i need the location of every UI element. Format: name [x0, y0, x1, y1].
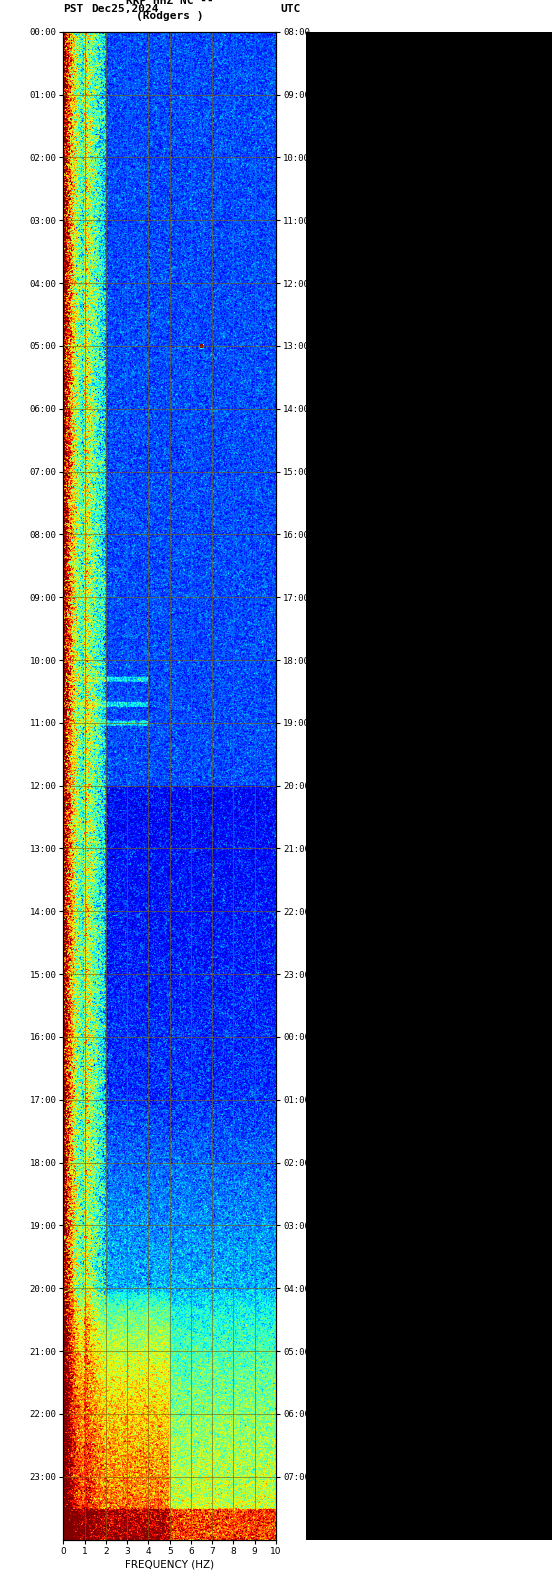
- Text: PST: PST: [63, 5, 84, 14]
- Text: (Rodgers ): (Rodgers ): [136, 11, 204, 21]
- Text: KRP HHZ NC --: KRP HHZ NC --: [126, 0, 214, 6]
- Text: UTC: UTC: [280, 5, 301, 14]
- X-axis label: FREQUENCY (HZ): FREQUENCY (HZ): [125, 1560, 214, 1570]
- Text: Dec25,2024: Dec25,2024: [91, 5, 158, 14]
